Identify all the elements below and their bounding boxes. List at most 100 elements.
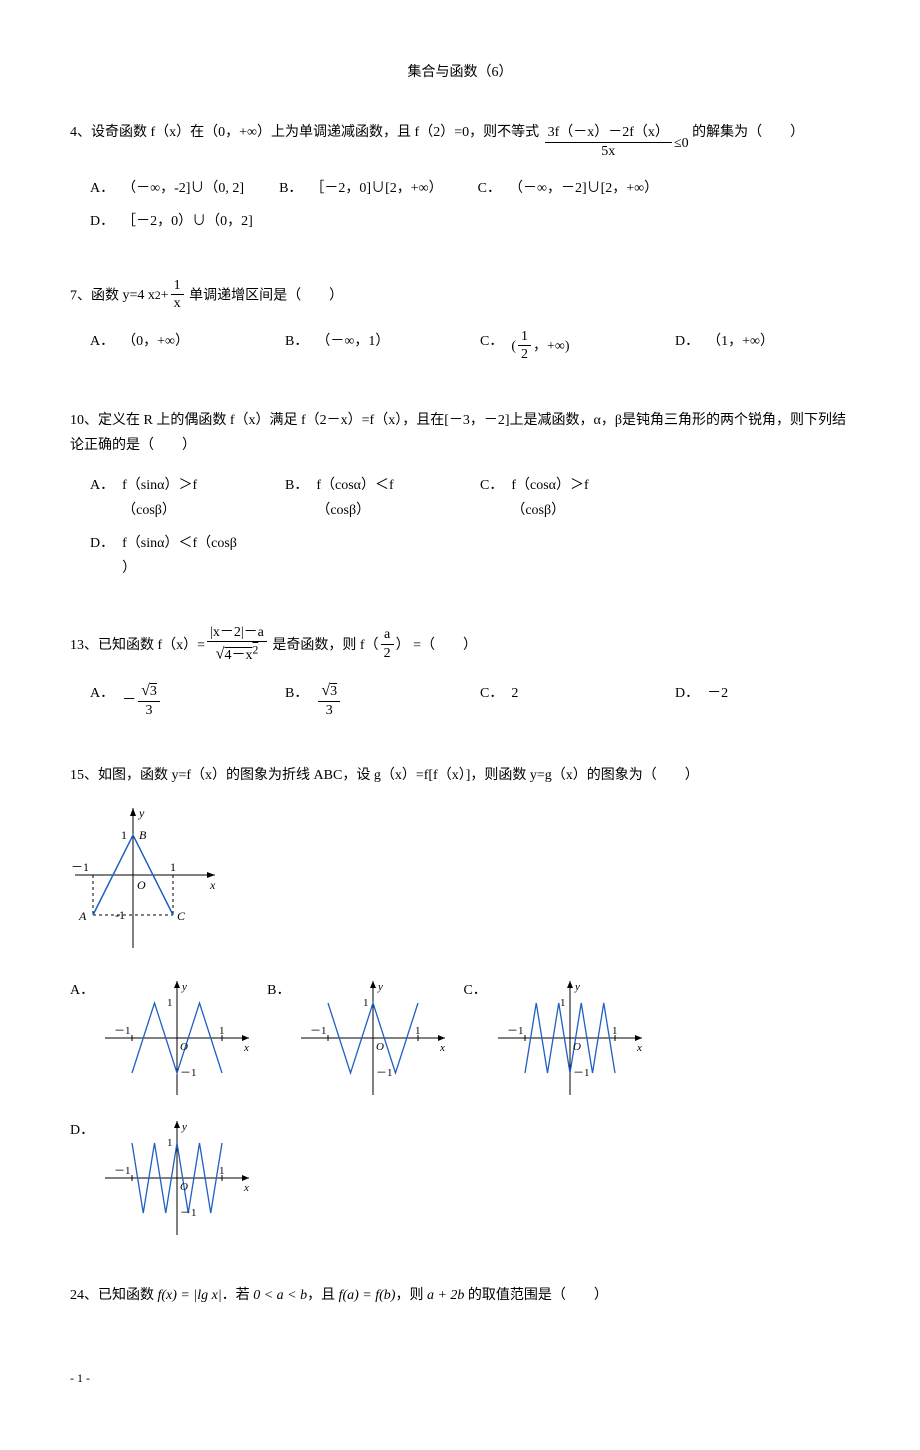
q4-frac-den: 5x [545, 143, 672, 161]
q15-stem: 15、如图，函数 y=f（x）的图象为折线 ABC，设 g（x）=f[f（x）]… [70, 763, 850, 788]
svg-text:1: 1 [167, 1137, 173, 1149]
q13-fx: f（x）= |x－2|－a √4－x2 [158, 625, 269, 666]
svg-text:C: C [177, 909, 186, 923]
page-title: 集合与函数（6） [70, 60, 850, 85]
q10-text: 定义在 R 上的偶函数 f（x）满足 f（2－x）=f（x），且在[－3，－2]… [70, 413, 846, 453]
svg-text:－1: －1 [310, 1025, 327, 1037]
page-number: - 1 - [70, 1368, 850, 1390]
svg-text:y: y [574, 981, 580, 993]
q7-text-b: 单调递增区间是（ ） [189, 288, 343, 303]
svg-text:y: y [181, 1121, 187, 1133]
q10-option-b: B． f（cosα）＜f（cosβ） [285, 473, 445, 523]
svg-text:－1: －1 [507, 1025, 524, 1037]
q10-option-a: A． f（sinα）＞f（cosβ） [90, 473, 250, 523]
question-13: 13、已知函数 f（x）= |x－2|－a √4－x2 是奇函数，则 f（ a … [70, 625, 850, 728]
q13-num: 13、 [70, 638, 98, 653]
svg-text:-1: -1 [115, 908, 125, 922]
svg-text:1: 1 [219, 1165, 225, 1177]
question-7: 7、函数 y=4 x2+ 1 x 单调递增区间是（ ） A．（0，+∞） B．（… [70, 278, 850, 373]
q10-option-d: D． f（sinα）＜f（cosβ） [90, 531, 270, 581]
question-4: 4、设奇函数 f（x）在（0，+∞）上为单调递减函数，且 f（2）=0，则不等式… [70, 120, 850, 242]
q4-option-a: A．（－∞，-2]∪（0, 2] [90, 176, 244, 201]
q4-option-b: B．［－2，0]∪[2，+∞） [279, 176, 443, 201]
svg-text:1: 1 [170, 860, 176, 874]
q24-cond: 0 < a < b [253, 1288, 307, 1303]
q13-text-a: 已知函数 [98, 638, 154, 653]
q15-option-d: D． yxO1－11－1 [70, 1118, 252, 1238]
svg-text:1: 1 [415, 1025, 421, 1037]
svg-text:1: 1 [121, 828, 127, 842]
question-24: 24、已知函数 f(x) = |lg x|．若 0 < a < b，且 f(a)… [70, 1283, 850, 1308]
q15-num: 15、 [70, 768, 98, 783]
q10-num: 10、 [70, 413, 98, 428]
question-15: 15、如图，函数 y=f（x）的图象为折线 ABC，设 g（x）=f[f（x）]… [70, 763, 850, 1248]
svg-text:O: O [180, 1181, 188, 1193]
q13-text-b: 是奇函数，则 [272, 638, 356, 653]
svg-text:O: O [573, 1041, 581, 1053]
q24-expr: a + 2b [427, 1288, 464, 1303]
q4-text-a: 设奇函数 f（x）在（0，+∞）上为单调递减函数，且 f（2）=0，则不等式 [91, 125, 539, 140]
svg-text:－1: －1 [71, 860, 89, 874]
svg-text:x: x [209, 878, 216, 892]
q7-option-b: B．（－∞，1） [285, 329, 445, 365]
svg-text:x: x [243, 1042, 249, 1054]
svg-text:1: 1 [560, 997, 566, 1009]
svg-text:－1: －1 [114, 1025, 131, 1037]
svg-text:y: y [181, 981, 187, 993]
q13-option-b: B． √3 3 [285, 681, 445, 720]
svg-text:1: 1 [219, 1025, 225, 1037]
svg-text:1: 1 [612, 1025, 618, 1037]
svg-text:y: y [138, 806, 145, 820]
svg-text:B: B [139, 828, 147, 842]
q15-text: 如图，函数 y=f（x）的图象为折线 ABC，设 g（x）=f[f（x）]，则函… [98, 768, 699, 783]
q7-num: 7、 [70, 288, 91, 303]
q7-stem: 7、函数 y=4 x2+ 1 x 单调递增区间是（ ） [70, 278, 850, 314]
svg-text:－1: －1 [180, 1067, 197, 1079]
q24-fx: f(x) = |lg x| [158, 1288, 222, 1303]
svg-text:1: 1 [167, 997, 173, 1009]
svg-text:x: x [636, 1042, 642, 1054]
q4-frac-num: 3f（－x）－2f（x） [545, 125, 672, 143]
q15-main-figure: yxOB1－11AC-1 [70, 803, 850, 953]
q13-options: A． － √3 3 B． √3 3 C．2 D．－2 [70, 681, 850, 728]
q7-option-a: A．（0，+∞） [90, 329, 250, 365]
q4-stem: 4、设奇函数 f（x）在（0，+∞）上为单调递减函数，且 f（2）=0，则不等式… [70, 120, 850, 161]
svg-text:O: O [376, 1041, 384, 1053]
q13-option-c: C．2 [480, 681, 640, 720]
svg-text:O: O [137, 878, 146, 892]
q13-fhalf: f（ a 2 ） [360, 627, 410, 663]
q13-option-d: D．－2 [675, 681, 815, 720]
q7-options: A．（0，+∞） B．（－∞，1） C． ( 1 2 ，+∞) D．（1，+∞） [70, 329, 850, 373]
q7-equation: y=4 x2+ 1 x [123, 278, 186, 314]
svg-text:1: 1 [363, 997, 369, 1009]
svg-text:A: A [78, 909, 87, 923]
q7-text-a: 函数 [91, 288, 119, 303]
q10-option-c: C． f（cosα）＞f（cosβ） [480, 473, 640, 523]
q13-text-c: =（ ） [413, 638, 477, 653]
q13-stem: 13、已知函数 f（x）= |x－2|－a √4－x2 是奇函数，则 f（ a … [70, 625, 850, 666]
q24-num: 24、 [70, 1288, 98, 1303]
q15-option-c: C． yxO1－11－1 [463, 978, 644, 1098]
q4-le-zero: ≤0 [674, 131, 689, 156]
q4-option-d: D．［－2，0）∪（0，2] [90, 209, 253, 234]
svg-text:O: O [180, 1041, 188, 1053]
svg-text:－1: －1 [376, 1067, 393, 1079]
q7-option-d: D．（1，+∞） [675, 329, 815, 365]
svg-text:－1: －1 [180, 1207, 197, 1219]
q10-options: A． f（sinα）＞f（cosβ） B． f（cosα）＜f（cosβ） C．… [70, 473, 850, 590]
q4-text-c: 的解集为（ ） [692, 125, 804, 140]
q10-stem: 10、定义在 R 上的偶函数 f（x）满足 f（2－x）=f（x），且在[－3，… [70, 408, 850, 458]
q4-num: 4、 [70, 125, 91, 140]
q4-options: A．（－∞，-2]∪（0, 2] B．［－2，0]∪[2，+∞） C．（－∞，－… [70, 176, 850, 242]
q15-option-a: A． yxO1－11－1 [70, 978, 252, 1098]
q13-option-a: A． － √3 3 [90, 681, 250, 720]
q4-option-c: C．（－∞，－2]∪[2，+∞） [478, 176, 659, 201]
q7-option-c: C． ( 1 2 ，+∞) [480, 329, 640, 365]
svg-text:－1: －1 [573, 1067, 590, 1079]
q15-option-b: B． yxO1－11－1 [267, 978, 448, 1098]
svg-text:x: x [439, 1042, 445, 1054]
svg-text:x: x [243, 1182, 249, 1194]
svg-text:－1: －1 [114, 1165, 131, 1177]
q4-fraction: 3f（－x）－2f（x） 5x ≤0 [543, 125, 689, 161]
q15-option-figures: A． yxO1－11－1 B． yxO1－11－1 C． yxO1－11－1 D… [70, 968, 850, 1248]
